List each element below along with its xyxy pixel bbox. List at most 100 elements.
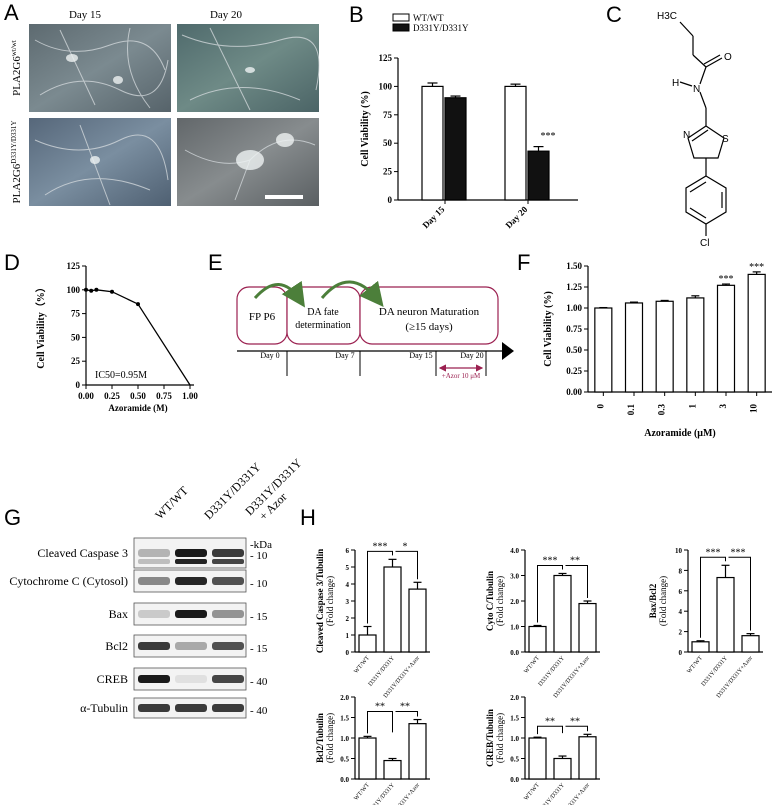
chart-f: 0.00 0.25 0.50 0.75 1.00 1.25 1.50 0 0.1 0.3 1 3 ***… [543, 261, 772, 439]
blot-band [138, 610, 170, 618]
y-tick-label: 0.50 [566, 345, 582, 355]
x-tick-label: 0 [595, 404, 605, 409]
data-point [84, 287, 88, 292]
x-tick-label: D331Y/D331Y [538, 655, 567, 688]
blot-band [212, 704, 244, 712]
bar [358, 737, 377, 780]
chart-d: 0 25 50 75 100 125 0.00 0.25 0.50 0.75 1.00 IC50=0.… [34, 261, 198, 413]
panel-h-letter: H [300, 505, 316, 530]
sig-label-1: ** [375, 702, 385, 713]
y-tick-label: 125 [379, 53, 393, 63]
panel-d-letter: D [4, 250, 20, 275]
y-tick-label: 25 [383, 167, 393, 177]
y-tick-label: 50 [71, 332, 81, 342]
tl-day0: Day 0 [260, 351, 279, 360]
sig-bracket-1 [700, 556, 726, 638]
blot-band [175, 642, 207, 650]
x-tick-label: D331Y/D331Y [368, 655, 397, 688]
ic50-annotation: IC50=0.95M [95, 370, 147, 381]
x-axis-label: Azoramide (μM) [644, 428, 715, 439]
blot-marker-label: - 10 [250, 578, 268, 590]
y-tick-label: 75 [383, 110, 393, 120]
bar-Day20-s1 [527, 150, 550, 201]
y-tick-label: 0.5 [510, 756, 519, 764]
y-tick-label: 25 [71, 356, 81, 366]
x-axis-label: Azoramide (M) [108, 403, 167, 413]
x-tick-label: 0.3 [657, 404, 667, 416]
y-tick-label: 50 [383, 138, 393, 148]
y-tick-label: 10 [675, 547, 683, 555]
scale-bar [265, 195, 303, 199]
atom-o: O [724, 52, 732, 63]
tl-day15: Day 15 [409, 351, 432, 360]
data-point [110, 289, 114, 294]
bar [383, 566, 402, 653]
blot-band [138, 642, 170, 650]
y-axis-label-1: CREB/Tubulin [485, 709, 495, 767]
atom-n-amide: N [693, 84, 700, 95]
legend-swatch [392, 23, 410, 32]
bar-Day20-s0 [504, 85, 527, 201]
y-tick-label: 0.00 [566, 387, 582, 397]
sig-bracket-2 [565, 725, 588, 732]
bar [578, 736, 597, 780]
sig-label-2: ** [570, 555, 580, 566]
sig-label-2: *** [731, 547, 746, 558]
y-tick-label: 0 [388, 195, 393, 205]
bar [408, 588, 427, 653]
x-tick-label: 0.1 [626, 404, 636, 416]
y-tick-label: 2.0 [340, 694, 349, 702]
sig-bracket-1 [367, 711, 393, 734]
y-tick-label: 1 [346, 632, 350, 640]
bar [383, 759, 402, 780]
blot-marker-label: - 15 [250, 643, 268, 655]
y-tick-label: 0.5 [340, 756, 349, 764]
y-tick-label: 2 [346, 615, 350, 623]
y-tick-label: 0 [76, 380, 81, 390]
y-tick-label: 2.0 [510, 598, 519, 606]
y-tick-label: 1.0 [340, 735, 349, 743]
panel-a: A Day 15 Day 20 PLA2G6wt/wt PLA2G6D331Y/… [4, 0, 320, 206]
bar-0.1 [624, 302, 644, 393]
y-axis-label-2: (Fold change) [325, 713, 335, 763]
significance-label: *** [749, 262, 764, 273]
data-point [89, 288, 94, 293]
blot-row-label: Cleaved Caspase 3 [37, 546, 128, 560]
svg-text:PLA2G6wt/wt: PLA2G6wt/wt [10, 40, 23, 96]
y-tick-label: 0.0 [340, 776, 349, 784]
y-tick-label: 0.0 [510, 776, 519, 784]
panel-g-letter: G [4, 505, 21, 530]
svg-text:PLA2G6D331Y/D331Y: PLA2G6D331Y/D331Y [10, 121, 23, 204]
sig-label-1: *** [706, 547, 721, 558]
blot-band [212, 642, 244, 650]
blot-band [175, 610, 207, 618]
bar-0 [594, 307, 613, 393]
y-axis-label-1: Bax/Bcl2 [648, 583, 658, 618]
y-tick-label: 6 [679, 588, 683, 596]
y-tick-label: 2.0 [510, 694, 519, 702]
legend-swatch [392, 13, 410, 22]
y-tick-label: 0 [679, 649, 683, 657]
row-label-wt: PLA2G6wt/wt [10, 40, 23, 96]
charts-h: 0123456WT/WTD331Y/D331YD331Y/D331Y+Azor*… [315, 541, 763, 805]
y-tick-label: 2 [679, 629, 683, 637]
blot-marker-label: - 40 [250, 705, 268, 717]
y-tick-label: 1.0 [510, 624, 519, 632]
x-tick-label: D331Y/D331Y [701, 655, 730, 688]
bar [741, 635, 760, 653]
sig-label-2: ** [400, 702, 410, 713]
panel-b-letter: B [349, 2, 364, 27]
bar [528, 625, 547, 653]
blot-marker-label: - 40 [250, 676, 268, 688]
y-tick-label: 0.0 [510, 649, 519, 657]
blot-row-label: Bcl2 [105, 639, 128, 653]
legend-label: WT/WT [413, 13, 444, 23]
panel-c-letter: C [606, 2, 622, 27]
blot-band-lower [138, 559, 170, 564]
lane-label-wt: WT/WT [152, 483, 191, 522]
significance-label: *** [719, 274, 734, 285]
cell-bodies [66, 54, 294, 170]
sig-label-1: *** [543, 555, 558, 566]
